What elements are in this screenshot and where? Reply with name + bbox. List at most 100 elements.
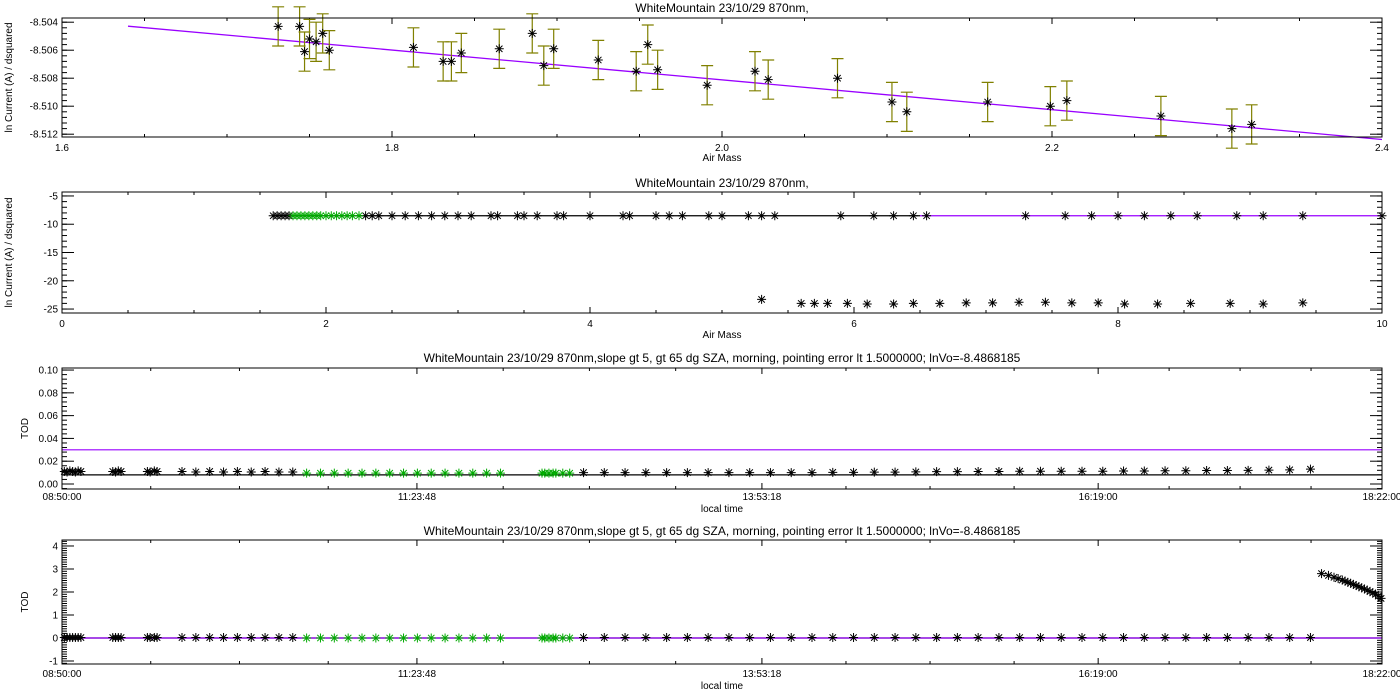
data-point-late [994,466,1004,476]
data-point-early [205,466,215,476]
plot-frame [61,367,1383,490]
data-point-outliers [1186,298,1196,308]
x-tick-label: 11:23:48 [398,669,437,680]
data-point-late [890,467,900,477]
data-point-late [641,633,651,643]
data-point-all [585,211,595,221]
data-point-all [413,211,423,221]
data-point-late [911,467,921,477]
data-point-late [620,633,630,643]
data-point-all [743,211,753,221]
chart-title: WhiteMountain 23/10/29 870nm, [635,1,808,15]
data-point [1062,96,1072,106]
data-point-early [65,466,75,476]
data-point-selected [385,468,395,478]
data-point-evening [1359,584,1369,594]
data-point-outliers [842,298,852,308]
data-point-late [599,468,609,478]
y-tick-label: -8.510 [30,102,59,113]
data-point-outliers [988,298,998,308]
data-point-all [1192,211,1202,221]
data-point-late [869,467,879,477]
y-axis-label: ln Current (A) / dsquared [4,22,15,132]
data-point-selected [326,211,336,221]
data-point-outliers [757,294,767,304]
data-point [702,80,712,90]
y-tick-label: 0.04 [39,434,59,445]
data-point-evening [1365,587,1375,597]
data-point-outliers [1093,298,1103,308]
data-point-all [1060,211,1070,221]
data-point-late [682,468,692,478]
data-point-all [704,211,714,221]
data-point-selected [332,211,342,221]
data-point-early [246,467,256,477]
data-point-selected [399,633,409,643]
x-tick-label: 18:22:00 [1363,669,1400,680]
data-point [456,48,466,58]
data-point-all [400,211,410,221]
data-point [833,73,842,83]
data-point-selected [315,633,325,643]
data-point-late [1243,633,1253,643]
data-point-late [1181,633,1191,643]
data-point-late [745,468,755,478]
data-point-evening [1362,585,1372,595]
data-point-late [973,466,983,476]
data-point [902,107,912,117]
data-point-late [1264,465,1274,475]
data-point-late [1119,633,1129,643]
y-tick-label: -20 [44,276,59,287]
data-point-all [908,211,918,221]
data-point-late [1015,633,1025,643]
data-point [300,47,310,57]
x-tick-label: 11:23:48 [398,492,437,503]
y-tick-label: -8.512 [30,130,59,141]
data-point-all [361,211,371,221]
x-axis-label: Air Mass [703,153,742,164]
data-point-outliers [1298,298,1308,308]
y-tick-label: -8.508 [30,74,59,85]
data-point-early [113,466,123,476]
x-tick-label: 18:22:00 [1363,492,1400,503]
x-tick-label: 2.0 [715,143,729,154]
data-point-all [552,211,562,221]
data-point [273,21,283,31]
data-point-early [288,633,298,643]
y-tick-label: -10 [44,220,59,231]
plot-frame [61,191,1383,314]
data-point-evening [1329,572,1339,582]
data-point-evening [1333,574,1343,584]
data-point [305,34,314,44]
data-point-selected [412,468,422,478]
data-point-early [142,466,152,476]
data-point-late [662,633,672,643]
x-axis-label: local time [701,504,744,515]
data-point-selected [551,633,561,643]
data-point-all [770,211,780,221]
data-point-outliers [1120,299,1130,309]
data-point-early [260,633,270,643]
data-point [750,66,760,76]
y-axis-label: TOD [20,592,31,613]
data-point-evening [1357,583,1367,593]
y-tick-label: 3 [52,564,58,575]
data-point-late [599,633,609,643]
y-axis-label: ln Current (A) / dsquared [4,197,15,307]
data-point-early [76,633,86,643]
data-point-evening [1337,575,1347,585]
data-point-selected [558,633,568,643]
data-point-early [68,466,78,476]
x-tick-label: 16:19:00 [1079,669,1118,680]
data-point-selected [343,468,353,478]
data-point-evening [1340,576,1350,586]
data-point-late [1305,464,1315,474]
data-point-selected [482,633,492,643]
data-point-late [1160,633,1170,643]
data-point-selected [468,633,478,643]
data-point-all [1258,211,1268,221]
data-point-outliers [1153,299,1163,309]
data-point-all [427,211,437,221]
data-point [438,56,448,66]
